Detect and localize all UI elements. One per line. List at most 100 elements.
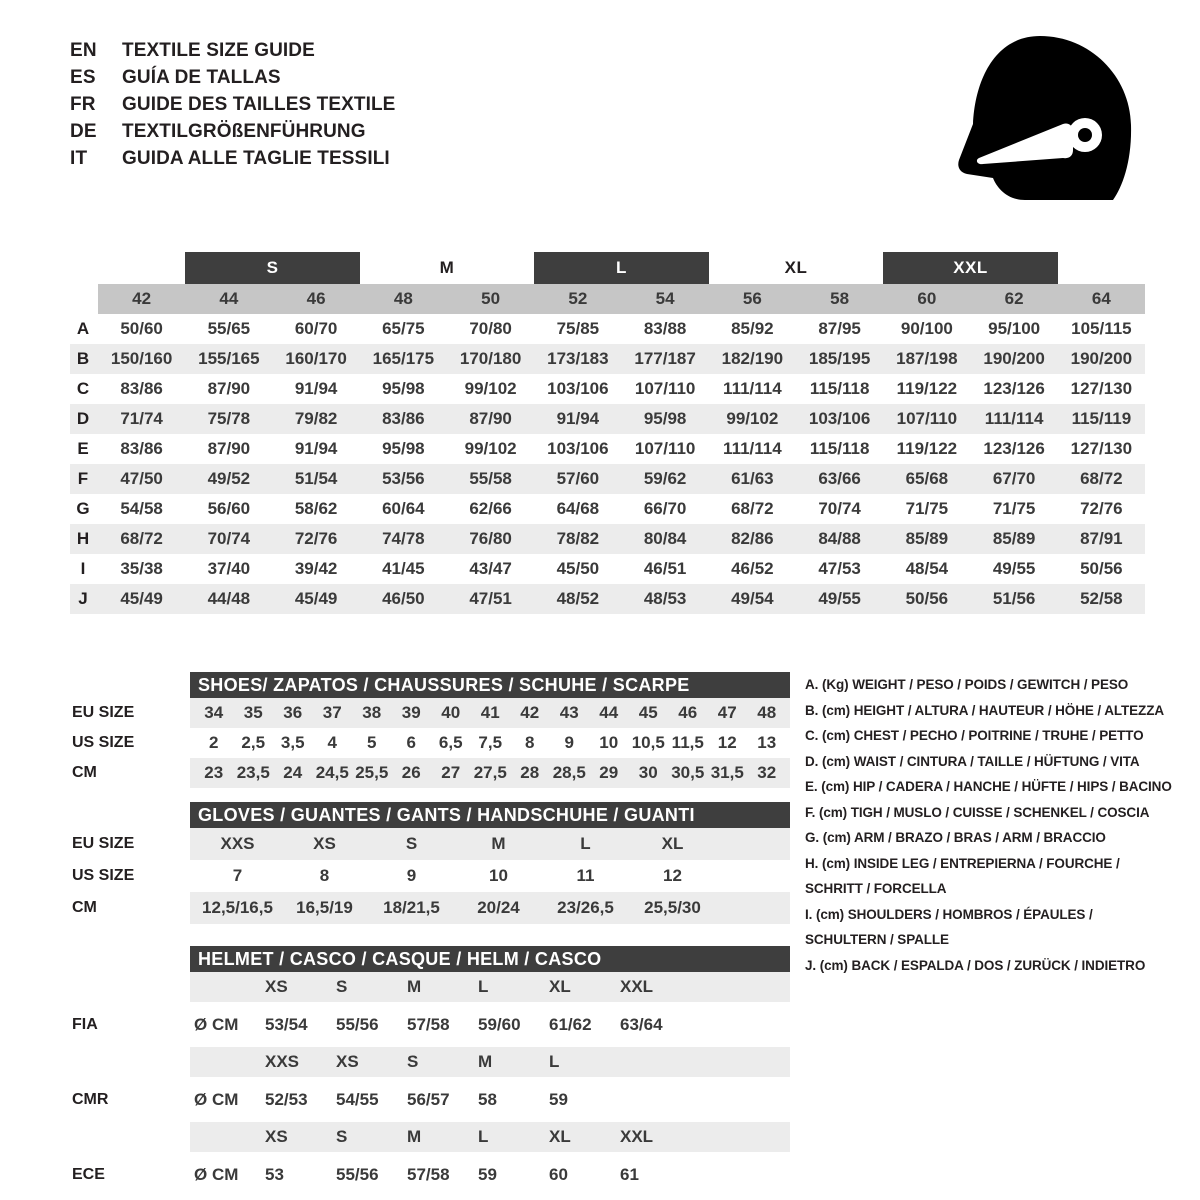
measurement-cell: 58/62 [294, 499, 338, 518]
measurement-cell: 190/200 [983, 349, 1045, 368]
measurement-cell: 190/200 [1070, 349, 1133, 368]
shoes-table-body: EU SIZE 34 35 36 37 38 39 40 41 42 43 44 45 46 47 48 US … [70, 698, 790, 788]
helmet-measurement-cell: 53 [265, 1164, 284, 1184]
measurement-cell: 78/82 [556, 529, 600, 548]
table-row: E 83/86 87/90 91/94 95/98 99/102 103/106 107/11… [70, 434, 1145, 464]
measurement-cell: 99/102 [726, 409, 779, 428]
measurement-cell: 85/92 [731, 319, 774, 338]
legend-line: A. (Kg) WEIGHT / PESO / POIDS / GEWITCH … [805, 677, 1129, 692]
measurement-cell: 70/80 [469, 319, 512, 338]
size-band-xxl: XXL [883, 252, 1058, 284]
helmet-unit-label: Ø CM [194, 1014, 239, 1034]
title-language-code: DE [70, 121, 97, 142]
size-cell: 42 [520, 703, 540, 722]
shoes-table-header: SHOES/ ZAPATOS / CHAUSSURES / SCHUHE / S… [190, 672, 790, 698]
title-text: TEXTILGRÖßENFÜHRUNG [122, 121, 366, 142]
measurement-cell: 83/86 [120, 379, 163, 398]
table-row: CMR Ø CM 52/53 54/55 56/57 58 59 [72, 1077, 790, 1122]
measurement-cell: 44/48 [207, 589, 251, 608]
table-row: H 68/72 70/74 72/76 74/78 76/80 78/82 80/84 82/8… [70, 524, 1145, 554]
size-cell: 39 [401, 703, 421, 722]
measurement-cell: 111/114 [723, 379, 782, 398]
measurement-cell: 185/195 [808, 349, 871, 368]
legend-line: C. (cm) CHEST / PECHO / POITRINE / TRUHE… [805, 728, 1144, 743]
size-cell: 27 [441, 763, 461, 782]
helmet-measurement-cell: 56/57 [407, 1089, 450, 1109]
measurement-cell: 55/58 [469, 469, 512, 488]
size-cell: XL [661, 834, 684, 853]
measurement-cell: 49/52 [207, 469, 251, 488]
measurement-cell: 160/170 [285, 349, 347, 368]
size-number-cell: 62 [1004, 289, 1024, 308]
table-row: A 50/60 55/65 60/70 65/75 70/80 75/85 83/88 85/9… [70, 314, 1145, 344]
measurement-cell: 119/122 [896, 439, 958, 458]
measurement-cell: 95/98 [643, 409, 687, 428]
helmet-measurement-cell: 53/54 [265, 1014, 308, 1034]
size-band-s: S [185, 252, 360, 284]
size-cell: 12,5/16,5 [202, 898, 273, 917]
size-cell: 24,5 [315, 763, 349, 782]
measurement-cell: 43/47 [469, 559, 512, 578]
size-cell: 8 [319, 866, 330, 885]
size-cell: 35 [243, 703, 263, 722]
table-row: US SIZE 2 2,5 3,5 4 5 6 6,5 7,5 8 9 10 10,5 11,5 12 13 [72, 728, 790, 758]
measurement-cell: 54/58 [120, 499, 163, 518]
table-row: C 83/86 87/90 91/94 95/98 99/102 103/106 107/11… [70, 374, 1145, 404]
measurement-cell: 60/70 [294, 319, 338, 338]
measurement-cell: 83/86 [382, 409, 425, 428]
helmet-size-label: S [336, 1127, 348, 1146]
helmet-measurement-cell: 57/58 [407, 1164, 450, 1184]
helmet-size-label: S [336, 977, 348, 996]
helmet-size-label: XL [549, 1127, 571, 1146]
helmet-measurement-cell: 61/62 [549, 1014, 592, 1034]
size-cell: 37 [322, 703, 342, 722]
gloves-table-header: GLOVES / GUANTES / GANTS / HANDSCHUHE / … [190, 802, 790, 828]
measurement-cell: 90/100 [900, 319, 953, 338]
row-label: CM [72, 764, 97, 781]
measurement-cell: 61/63 [731, 469, 774, 488]
measurement-cell: 56/60 [207, 499, 251, 518]
title-row-fr: FR GUIDE DES TAILLES TEXTILE [70, 94, 395, 121]
measurement-cell: 123/126 [983, 439, 1045, 458]
table-row: FIA Ø CM 53/54 55/56 57/58 59/60 61/62 63/64 [72, 1002, 790, 1047]
measurement-cell: 115/119 [1071, 409, 1132, 428]
measurement-cell: 95/98 [382, 439, 425, 458]
measurement-cell: 115/118 [809, 439, 870, 458]
table-row: CM 12,5/16,5 16,5/19 18/21,5 20/24 23/26,5 25,… [72, 892, 790, 924]
measurement-cell: 127/130 [1070, 439, 1133, 458]
helmet-measurement-cell: 52/53 [265, 1089, 308, 1109]
measurement-cell: 182/190 [721, 349, 784, 368]
helmet-measurement-cell: 63/64 [620, 1014, 663, 1034]
size-number-header-row: 42 44 46 48 50 52 54 56 58 60 62 64 [98, 284, 1145, 314]
measurement-cell: 71/75 [905, 499, 949, 518]
helmet-size-header-row: XXS XS S M L [190, 1047, 790, 1077]
table-row: CM 23 23,5 24 24,5 25,5 26 27 27,5 28 28,5 29 30 30,5… [72, 758, 790, 788]
title-text: GUIDA ALLE TAGLIE TESSILI [122, 148, 390, 169]
measurement-cell: 111/114 [984, 409, 1044, 428]
measurement-cell: 99/102 [464, 439, 517, 458]
size-cell: 44 [599, 703, 619, 722]
measurement-cell: 155/165 [198, 349, 260, 368]
size-number-cell: 64 [1091, 289, 1111, 308]
measurement-cell: 65/75 [382, 319, 425, 338]
size-cell: 7 [232, 866, 243, 885]
helmet-standard-label: CMR [72, 1090, 109, 1108]
measurement-cell: 107/110 [634, 379, 696, 398]
size-cell: 41 [480, 703, 500, 722]
measurement-cell: 115/118 [809, 379, 870, 398]
measurement-cell: 51/54 [294, 469, 338, 488]
measurement-cell: 59/62 [643, 469, 687, 488]
measurement-cell: 67/70 [992, 469, 1036, 488]
measurement-cell: 87/91 [1080, 529, 1123, 548]
measurement-cell: 103/106 [547, 439, 609, 458]
helmet-measurement-cell: 57/58 [407, 1014, 450, 1034]
measurement-cell: 103/106 [547, 379, 609, 398]
measurement-cell: 68/72 [731, 499, 774, 518]
measurement-cell: 76/80 [469, 529, 512, 548]
measurement-cell: 85/89 [905, 529, 949, 548]
size-cell: 46 [678, 703, 698, 722]
table-row: EU SIZE 34 35 36 37 38 39 40 41 42 43 44 45 46 47 48 [72, 698, 790, 728]
size-cell: 48 [757, 703, 777, 722]
measurement-cell: 79/82 [294, 409, 338, 428]
helmet-size-label: XXL [620, 1127, 654, 1146]
